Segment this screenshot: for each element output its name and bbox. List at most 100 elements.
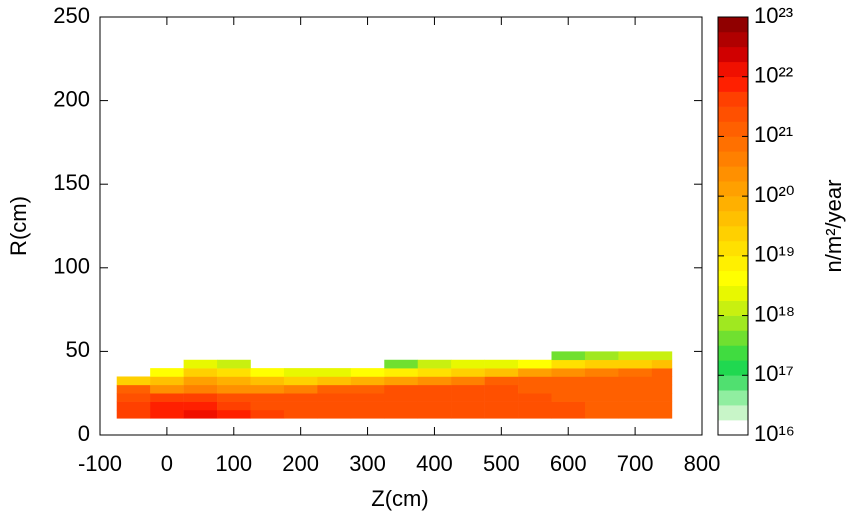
heat-cell xyxy=(283,376,318,386)
colorbar-band xyxy=(718,285,748,301)
heat-cell xyxy=(484,376,519,386)
heat-cell xyxy=(484,359,519,369)
heat-cell xyxy=(116,409,151,419)
colorbar-tick-label: 10¹⁸ xyxy=(754,301,795,326)
heat-cell xyxy=(384,359,419,369)
colorbar-tick-label: 10¹⁹ xyxy=(754,242,795,267)
colorbar-tick-label: 10¹⁶ xyxy=(754,421,795,446)
heat-cell xyxy=(451,368,485,377)
colorbar-band xyxy=(718,17,748,33)
y-tick-label: 100 xyxy=(53,254,90,279)
colorbar-band xyxy=(718,106,748,122)
heat-cell xyxy=(584,376,619,386)
heat-cell xyxy=(250,401,285,411)
heat-cell xyxy=(618,384,653,394)
colorbar-band xyxy=(718,420,748,436)
y-axis-label: R(cm) xyxy=(6,196,31,256)
heat-cell xyxy=(384,384,419,394)
heat-cell xyxy=(551,401,586,411)
heat-cell xyxy=(217,376,251,386)
heat-cell xyxy=(183,401,218,411)
colorbar-band xyxy=(718,166,748,182)
colorbar-band xyxy=(718,390,748,406)
heat-cell xyxy=(651,368,673,377)
colorbar-band xyxy=(718,300,748,316)
x-tick-label: -100 xyxy=(78,451,122,476)
heat-cell xyxy=(551,409,586,419)
heat-cell xyxy=(350,409,385,419)
heat-cell xyxy=(518,376,552,386)
heat-cell xyxy=(217,384,251,394)
heat-cell xyxy=(551,393,586,402)
heat-cell xyxy=(417,376,452,386)
x-tick-label: 300 xyxy=(349,451,386,476)
heat-cell xyxy=(618,409,653,419)
heat-cell xyxy=(484,368,519,377)
heat-cell xyxy=(217,401,251,411)
heat-cell xyxy=(317,393,352,402)
plot-frame xyxy=(99,16,703,436)
heat-cell xyxy=(317,368,352,377)
heat-cell xyxy=(451,359,485,369)
heat-cell xyxy=(417,401,452,411)
x-axis-label: Z(cm) xyxy=(371,486,428,511)
heat-cell xyxy=(183,384,218,394)
heat-cell xyxy=(250,393,285,402)
colorbar-band xyxy=(718,136,748,152)
heat-cell xyxy=(484,401,519,411)
colorbar-band xyxy=(718,61,748,78)
heat-cell xyxy=(651,359,673,369)
heat-cell xyxy=(317,376,352,386)
heat-cell xyxy=(150,409,184,419)
heat-cell xyxy=(451,384,485,394)
heat-cell xyxy=(116,384,151,394)
heat-cell xyxy=(651,393,673,402)
heat-cell xyxy=(551,359,586,369)
colorbar-band xyxy=(718,375,748,391)
colorbar-tick-label: 10¹⁷ xyxy=(754,361,794,386)
colorbar-band xyxy=(718,255,748,272)
colorbar-tick-label: 10²¹ xyxy=(754,122,793,147)
heat-cell xyxy=(451,393,485,402)
x-tick-label: 0 xyxy=(161,451,173,476)
heat-cell xyxy=(183,393,218,402)
heat-cell xyxy=(417,368,452,377)
heat-cell xyxy=(384,368,419,377)
heat-cell xyxy=(150,401,184,411)
heat-cell xyxy=(384,393,419,402)
heat-cell xyxy=(250,368,285,377)
heat-cell xyxy=(584,384,619,394)
y-tick-label: 150 xyxy=(53,170,90,195)
heat-cell xyxy=(116,401,151,411)
heat-cell xyxy=(417,384,452,394)
heat-cell xyxy=(451,376,485,386)
colorbar-band xyxy=(718,76,748,92)
heat-cell xyxy=(350,401,385,411)
colorbar-band xyxy=(718,360,748,376)
x-tick-label: 800 xyxy=(684,451,721,476)
heat-cell xyxy=(651,376,673,386)
colorbar-band xyxy=(718,91,748,107)
heat-cell xyxy=(584,351,619,361)
colorbar-tick-label: 10²³ xyxy=(754,3,793,28)
heat-cell xyxy=(651,409,673,419)
heat-cell xyxy=(150,376,184,386)
heat-cell xyxy=(451,409,485,419)
heat-cell xyxy=(283,409,318,419)
heat-cell xyxy=(518,368,552,377)
heat-cell xyxy=(518,359,552,369)
heat-cell xyxy=(116,376,151,386)
y-tick-label: 0 xyxy=(78,421,90,446)
heat-cell xyxy=(551,368,586,377)
heat-cell xyxy=(384,376,419,386)
heat-cell xyxy=(283,384,318,394)
heat-cell xyxy=(116,393,151,402)
x-tick-label: 100 xyxy=(215,451,252,476)
heat-cell xyxy=(584,401,619,411)
x-tick-label: 500 xyxy=(483,451,520,476)
heat-cell xyxy=(350,393,385,402)
heat-cell xyxy=(384,401,419,411)
heat-cell xyxy=(584,393,619,402)
colorbar-band xyxy=(718,121,748,137)
